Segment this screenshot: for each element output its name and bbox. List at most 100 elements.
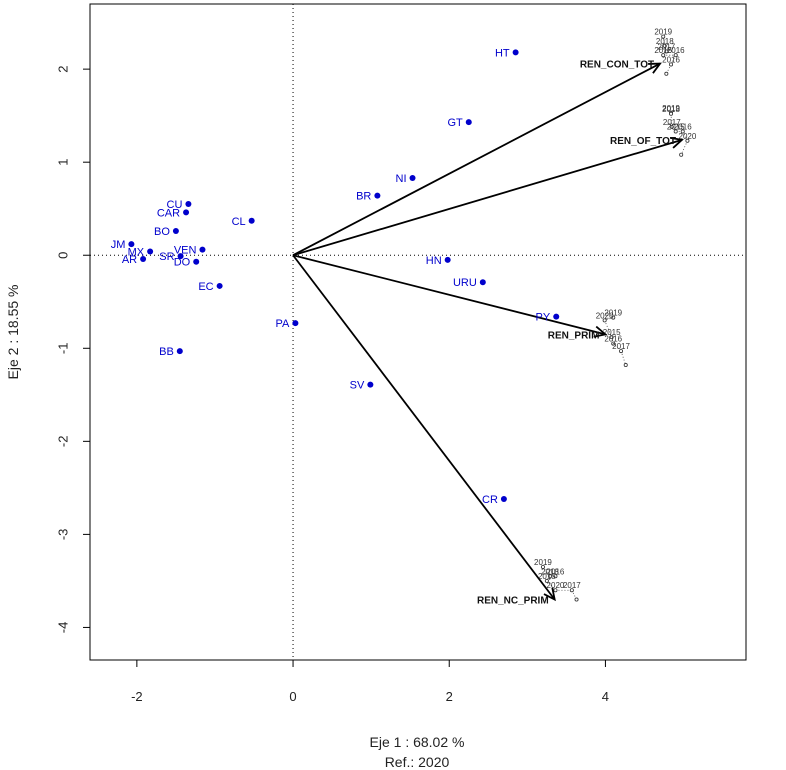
country-label: CL — [232, 216, 246, 228]
variable-arrow-head — [593, 325, 608, 338]
country-point — [216, 282, 223, 289]
trajectory-year-label: 2020 — [679, 132, 697, 141]
trajectory-point — [611, 341, 616, 346]
trajectory-year-label: 2016 — [674, 122, 692, 131]
country-label: VEN — [174, 245, 197, 257]
country-point — [185, 201, 192, 208]
country-point — [374, 192, 381, 199]
x-tick-label: 2 — [446, 689, 453, 704]
country-label: CU — [167, 199, 183, 211]
trajectory-point — [685, 138, 690, 143]
trajectory-point — [553, 588, 558, 593]
country-point — [248, 217, 255, 224]
country-label: JM — [111, 239, 126, 251]
trajectory-year-label: 2019 — [662, 104, 680, 113]
country-label: EC — [198, 281, 213, 293]
trajectory-point — [602, 318, 607, 323]
variable-arrow-shaft — [292, 254, 556, 601]
trajectory-point — [661, 34, 666, 39]
country-point — [465, 119, 472, 126]
country-label: DO — [174, 257, 191, 269]
trajectory-point — [669, 124, 674, 129]
trajectory-year-label: 2020 — [547, 581, 565, 590]
country-point — [479, 279, 486, 286]
x-tick-label: -2 — [131, 689, 143, 704]
trajectory-point — [673, 53, 678, 58]
y-axis-title: Eje 2 : 18.55 % — [5, 285, 21, 380]
country-point — [176, 348, 183, 355]
trajectory-point — [661, 53, 666, 58]
trajectory-point — [574, 597, 579, 602]
country-label: URU — [453, 277, 477, 289]
variable-arrow-label: REN_OF_TOT — [610, 136, 676, 147]
x-axis-title: Eje 1 : 68.02 % — [369, 734, 465, 750]
trajectory-point — [611, 315, 616, 320]
trajectory-year-label: 2017 — [563, 581, 581, 590]
trajectory-year-label: 2015 — [603, 328, 621, 337]
trajectory-segment — [611, 337, 614, 344]
country-point — [292, 320, 299, 327]
trajectory-point — [662, 43, 667, 48]
trajectory-point — [619, 349, 624, 354]
trajectory-segment — [604, 320, 613, 338]
trajectory-year-label: 2015 — [538, 572, 556, 581]
trajectory-year-label: 2018 — [662, 105, 680, 114]
trajectory-point — [669, 111, 674, 116]
y-tick-label: 0 — [55, 252, 70, 259]
variable-arrow-label: REN_CON_TOT — [580, 60, 654, 71]
trajectory-year-label: 2019 — [534, 558, 552, 567]
y-tick-label: 1 — [55, 159, 70, 166]
country-label: HN — [426, 255, 442, 267]
country-point — [140, 255, 147, 262]
trajectory-year-label: 2017 — [663, 118, 681, 127]
country-point — [128, 241, 135, 248]
country-point — [367, 381, 374, 388]
trajectory-point — [669, 62, 674, 67]
country-label: BO — [154, 226, 170, 238]
trajectory-year-label: 2019 — [654, 28, 672, 37]
trajectory-year-label: 2015 — [667, 122, 685, 131]
plot-frame — [89, 3, 747, 661]
trajectory-year-label: 2016 — [604, 335, 622, 344]
trajectory-point — [664, 49, 669, 54]
trajectory-point — [540, 564, 545, 569]
variable-arrow-label: REN_NC_PRIM — [477, 596, 549, 607]
variable-arrow-head — [648, 62, 662, 74]
country-point — [183, 209, 190, 216]
trajectory-year-label: 2019 — [604, 309, 622, 318]
country-point — [512, 49, 519, 56]
country-label: PY — [536, 312, 551, 324]
trajectory-year-label: 2020 — [596, 311, 614, 320]
trajectory-point — [569, 588, 574, 593]
country-point — [500, 496, 507, 503]
trajectory-year-label: 2016 — [547, 567, 565, 576]
variable-arrow-head — [669, 137, 684, 149]
trajectory-point — [623, 363, 628, 368]
country-label: HT — [495, 47, 510, 59]
country-point — [147, 248, 154, 255]
trajectory-year-label: 2017 — [657, 42, 675, 51]
country-label: NI — [396, 173, 407, 185]
country-label: SR — [159, 251, 174, 263]
trajectory-segment — [670, 113, 673, 127]
trajectory-segment — [546, 580, 556, 591]
trajectory-point — [664, 71, 669, 76]
x-tick-label: 0 — [289, 689, 296, 704]
country-point — [409, 175, 416, 182]
country-label: GT — [447, 117, 463, 129]
country-label: PA — [276, 318, 291, 330]
country-label: BR — [356, 191, 371, 203]
trajectory-year-label: 2018 — [541, 567, 559, 576]
country-label: AR — [122, 254, 137, 266]
country-label: BB — [159, 346, 174, 358]
variable-arrow-shaft — [292, 254, 606, 336]
trajectory-point — [680, 129, 685, 134]
country-label: CR — [482, 494, 498, 506]
country-label: SV — [350, 380, 365, 392]
trajectory-point — [679, 152, 684, 157]
variable-arrow-shaft — [292, 62, 661, 257]
y-tick-label: 2 — [55, 66, 70, 73]
country-point — [172, 228, 179, 235]
variable-arrow-shaft — [292, 138, 683, 257]
